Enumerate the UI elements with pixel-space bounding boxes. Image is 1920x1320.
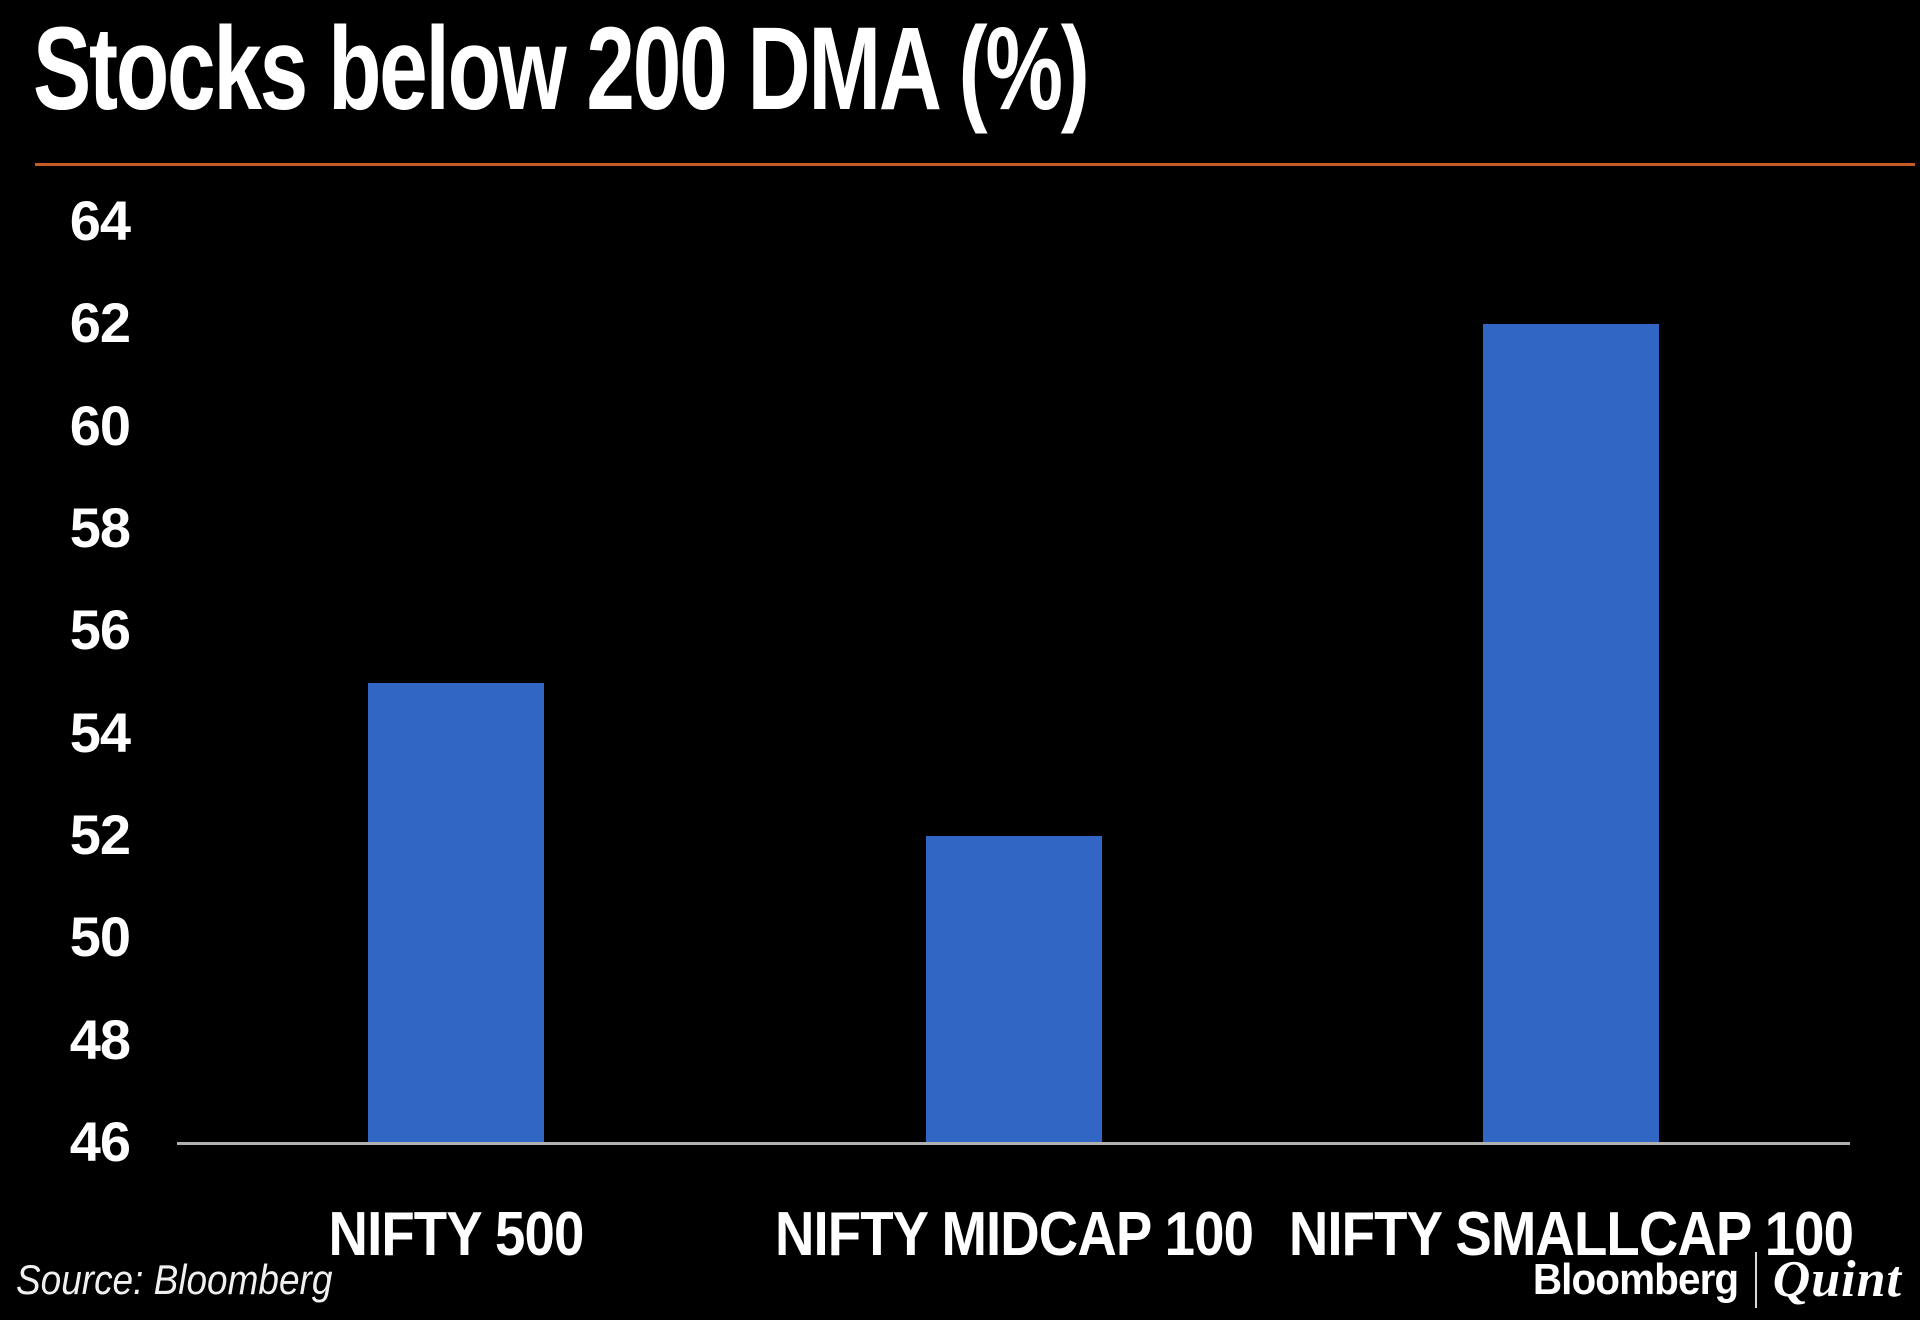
x-category-label: NIFTY 500 — [328, 1200, 584, 1269]
y-tick-label: 60 — [69, 393, 131, 457]
x-category-label: NIFTY MIDCAP 100 — [774, 1200, 1253, 1269]
title-underline — [35, 163, 1915, 166]
y-tick-label: 54 — [69, 700, 131, 764]
y-tick-label: 48 — [69, 1007, 131, 1071]
page-title: Stocks below 200 DMA (%) — [33, 3, 1090, 135]
y-tick-label: 62 — [69, 291, 131, 355]
y-axis: 64 62 60 58 56 54 52 50 48 46 — [40, 0, 131, 1320]
y-tick-label: 56 — [69, 598, 131, 662]
y-tick-label: 64 — [69, 188, 131, 252]
y-tick-label: 50 — [69, 905, 131, 969]
bar-nifty-smallcap-100 — [1483, 324, 1660, 1143]
source-caption: Source: Bloomberg — [16, 1256, 333, 1303]
logo-separator — [1754, 1251, 1757, 1308]
bar-nifty-500 — [367, 682, 544, 1143]
bloomberg-quint-logo: Bloomberg Quint — [1515, 1250, 1906, 1309]
y-tick-label: 46 — [69, 1109, 131, 1173]
bar-nifty-midcap-100 — [925, 836, 1102, 1143]
x-axis-line — [177, 1142, 1850, 1145]
y-tick-label: 58 — [69, 495, 131, 559]
y-tick-label: 52 — [69, 802, 131, 866]
quint-wordmark: Quint — [1772, 1251, 1902, 1308]
x-axis-category-labels: NIFTY 500 NIFTY MIDCAP 100 NIFTY SMALLCAP … — [0, 1204, 1920, 1274]
bloomberg-wordmark: Bloomberg — [1533, 1254, 1739, 1304]
x-category-label: NIFTY SMALLCAP 100 — [1289, 1200, 1854, 1269]
